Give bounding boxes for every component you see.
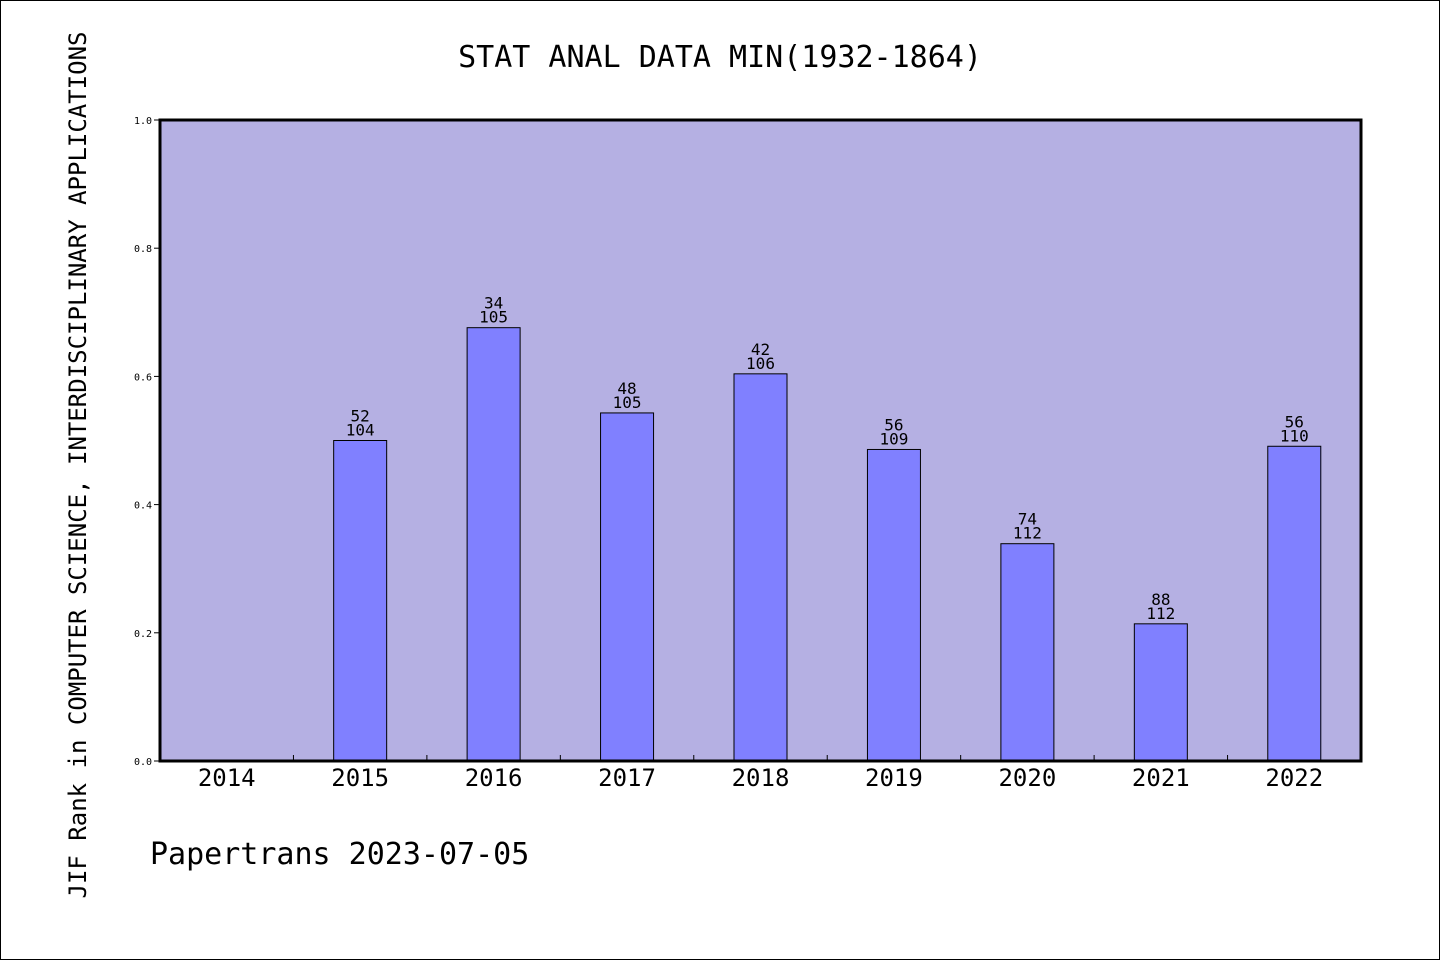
- x-tick-label: 2015: [331, 764, 389, 792]
- x-tick-label: 2018: [732, 764, 790, 792]
- bar-rank-label: 56: [1285, 412, 1304, 431]
- x-tick-label: 2019: [865, 764, 923, 792]
- bar-rank-label: 48: [617, 379, 636, 398]
- bar-2019: [866, 448, 921, 762]
- bar-2016: [466, 327, 521, 762]
- bar-rank-label: 34: [484, 294, 503, 313]
- footer-text: Papertrans 2023-07-05: [150, 837, 529, 872]
- x-tick-label: 2014: [198, 764, 256, 792]
- x-tick-label: 2016: [465, 764, 523, 792]
- bar-2020: [1000, 543, 1055, 762]
- bar-total-label: 105: [613, 393, 642, 412]
- plot-frame: [158, 118, 1363, 763]
- y-tick-label: 0.2: [134, 629, 152, 640]
- y-tick-label: 0.4: [134, 501, 152, 512]
- x-tick-label: 2017: [598, 764, 656, 792]
- bar-total-label: 110: [1280, 426, 1309, 445]
- bar-rank-label: 88: [1151, 590, 1170, 609]
- bar-2015: [333, 440, 388, 762]
- bar-total-label: 106: [746, 354, 775, 373]
- bar-total-label: 112: [1013, 524, 1042, 543]
- bar-rank-label: 42: [751, 340, 770, 359]
- bar-total-label: 104: [346, 421, 375, 440]
- chart-title: STAT ANAL DATA MIN(1932-1864): [458, 40, 982, 75]
- bar-2022: [1267, 445, 1322, 762]
- bar-rank-label: 74: [1018, 510, 1037, 529]
- y-tick-label: 0.8: [134, 244, 152, 255]
- y-axis-label: JIF Rank in COMPUTER SCIENCE, INTERDISCI…: [64, 32, 92, 899]
- bar-2018: [733, 373, 788, 762]
- y-tick-label: 1.0: [134, 116, 152, 127]
- bar-rank-label: 52: [351, 407, 370, 426]
- bar-total-label: 109: [879, 429, 908, 448]
- ticks-group: 0.0 0.2 0.4 0.6 0.8 1.0 2014 2015 2016 2017 2018 20…: [134, 116, 1323, 792]
- x-tick-label: 2022: [1265, 764, 1323, 792]
- x-tick-label: 2020: [998, 764, 1056, 792]
- bar-2017: [600, 412, 655, 762]
- bar-2021: [1133, 623, 1188, 762]
- bar-total-label: 112: [1146, 604, 1175, 623]
- y-tick-label: 0.0: [134, 757, 152, 768]
- x-tick-label: 2021: [1132, 764, 1190, 792]
- bar-rank-label: 56: [884, 415, 903, 434]
- y-tick-label: 0.6: [134, 372, 152, 383]
- bar-total-label: 105: [479, 308, 508, 327]
